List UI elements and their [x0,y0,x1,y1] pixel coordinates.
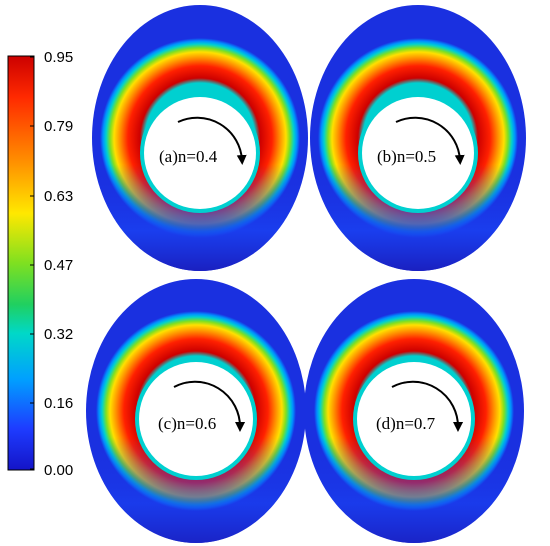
rotation-arrow [177,116,247,165]
rotation-arrow [395,116,465,165]
colorbar-tick-label: 0.79 [44,118,73,135]
colorbar-gradient [7,55,35,471]
panel-label: (c)n=0.6 [158,414,216,433]
inner-cylinder [144,97,256,209]
panel-label: (d)n=0.7 [376,414,436,433]
contour-panel-a: (a)n=0.4 [92,5,308,271]
colorbar-ticks [30,56,34,470]
panel-label: (a)n=0.4 [159,147,218,166]
colorbar-tick-label: 0.00 [44,462,73,479]
colorbar-tick-label: 0.32 [44,326,73,343]
inner-cylinder [357,362,471,476]
inner-cylinder [362,97,474,209]
inner-cylinder [139,362,253,476]
colorbar-tick-label: 0.16 [44,395,73,412]
colorbar-tick-label: 0.63 [44,188,73,205]
panel-label: (b)n=0.5 [377,147,436,166]
contour-panel-c: (c)n=0.6 [86,279,306,543]
colorbar: 0.95 0.79 0.63 0.47 0.32 0.16 0.00 [7,49,73,479]
colorbar-tick-label: 0.95 [44,49,73,66]
rotation-arrow [391,380,464,432]
contour-panel-b: (b)n=0.5 [310,5,526,271]
colorbar-tick-label: 0.47 [44,257,73,274]
rotation-arrow [173,380,246,432]
contour-panel-d: (d)n=0.7 [304,279,524,543]
